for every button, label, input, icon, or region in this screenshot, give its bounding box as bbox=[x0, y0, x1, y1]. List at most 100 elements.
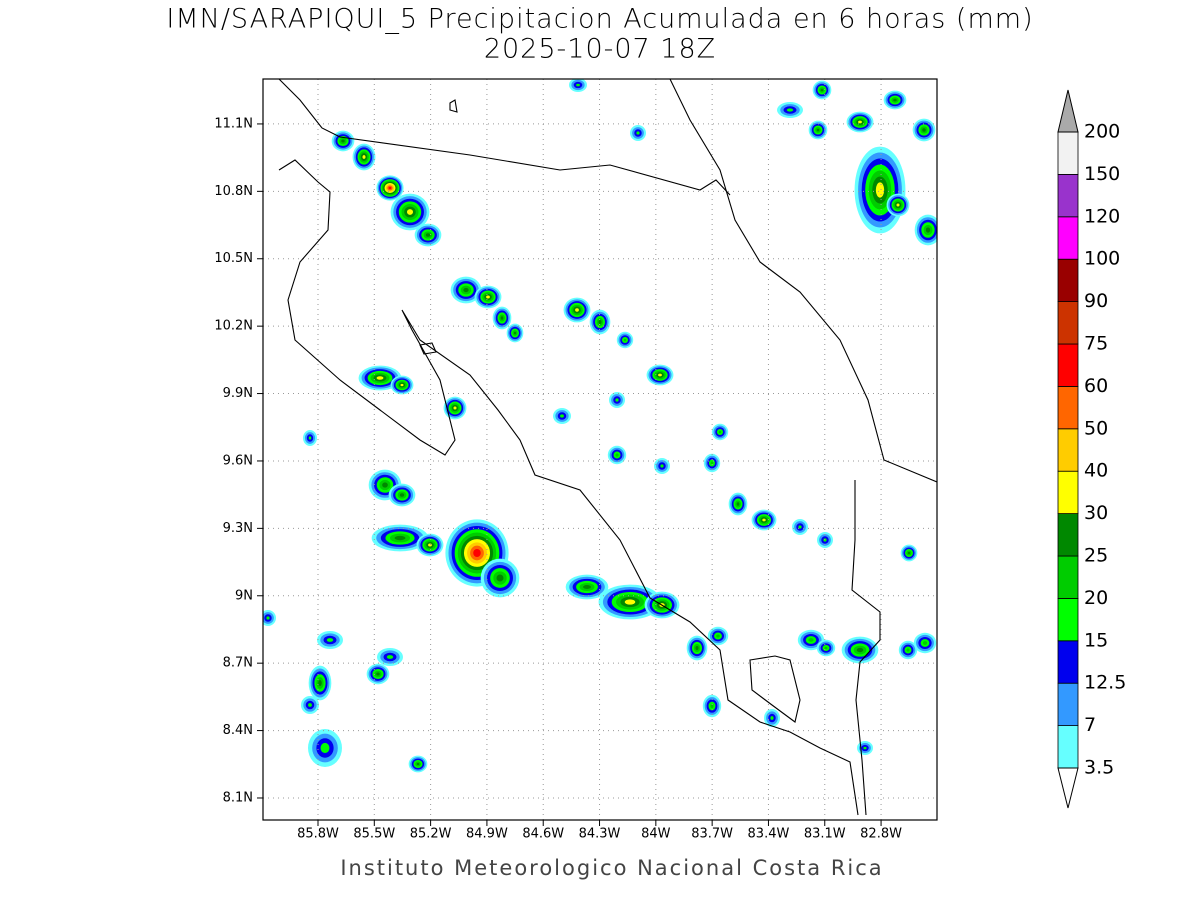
precip-contour bbox=[856, 647, 864, 653]
precip-contour bbox=[718, 430, 722, 434]
precip-contour bbox=[922, 128, 926, 132]
precip-contour bbox=[416, 762, 420, 766]
precip-contour bbox=[463, 287, 469, 293]
precip-contour bbox=[695, 646, 699, 650]
y-tick-label: 8.4N bbox=[223, 723, 253, 738]
x-tick-label: 85.2W bbox=[410, 827, 452, 842]
colorbar-label: 200 bbox=[1084, 121, 1120, 143]
precip-contour bbox=[486, 295, 490, 299]
subtitle: 2025-10-07 18Z bbox=[484, 34, 716, 65]
colorbar-segment bbox=[1057, 725, 1079, 769]
colorbar-over bbox=[1057, 89, 1079, 133]
colorbar-segment bbox=[1057, 470, 1079, 515]
precip-contour bbox=[615, 453, 619, 457]
x-tick-label: 83.4W bbox=[748, 827, 790, 842]
precip-contour bbox=[406, 209, 414, 215]
x-tick-label: 85.8W bbox=[297, 827, 339, 842]
coastline bbox=[419, 342, 437, 355]
colorbar: 3.5 7 12.5 15 20 25 30 40 50 60 75 90 100 120 150 200 bbox=[1057, 89, 1126, 809]
y-tick-label: 8.7N bbox=[223, 656, 253, 671]
coastline bbox=[278, 79, 731, 196]
precip-contour bbox=[906, 648, 910, 652]
colorbar-segment bbox=[1057, 682, 1079, 727]
precip-contour bbox=[382, 482, 388, 488]
y-tick-label: 9.3N bbox=[223, 521, 253, 536]
colorbar-label: 60 bbox=[1084, 375, 1108, 397]
precip-contour bbox=[716, 634, 720, 638]
precip-contour bbox=[624, 599, 636, 605]
precip-contour bbox=[318, 679, 322, 687]
colorbar-label: 90 bbox=[1084, 290, 1108, 312]
x-tick-label: 83.1W bbox=[804, 827, 846, 842]
x-tick-label: 84.9W bbox=[466, 827, 508, 842]
precip-contour bbox=[922, 641, 928, 645]
precip-contour bbox=[341, 139, 345, 143]
precip-contour bbox=[820, 88, 824, 92]
y-tick-label: 11.1N bbox=[214, 116, 253, 131]
colorbar-segment bbox=[1057, 555, 1079, 599]
precip-contour bbox=[308, 703, 312, 707]
title: IMN/SARAPIQUI_5 Precipitacion Acumulada … bbox=[166, 4, 1033, 35]
precip-contour bbox=[636, 131, 640, 135]
colorbar-label: 40 bbox=[1084, 460, 1108, 482]
precip-contour bbox=[362, 155, 366, 159]
precip-contour bbox=[266, 616, 270, 620]
y-tick-label: 10.5N bbox=[214, 251, 253, 266]
colorbar-label: 12.5 bbox=[1084, 672, 1126, 694]
precip-contour bbox=[386, 655, 394, 659]
colorbar-segment bbox=[1057, 513, 1079, 557]
precip-contour bbox=[710, 703, 714, 709]
y-tick-label: 10.8N bbox=[214, 184, 253, 199]
precip-contour bbox=[658, 373, 662, 377]
precip-contour bbox=[762, 518, 766, 522]
colorbar-label: 120 bbox=[1084, 205, 1120, 227]
precip-contour bbox=[399, 493, 405, 497]
colorbar-segment bbox=[1057, 640, 1079, 684]
precip-contour bbox=[893, 98, 897, 102]
precip-contour bbox=[326, 638, 334, 642]
colorbar-label: 50 bbox=[1084, 417, 1108, 439]
precip-contour bbox=[925, 227, 931, 233]
footer: Instituto Meteorologico Nacional Costa R… bbox=[340, 856, 883, 880]
coastline bbox=[449, 99, 458, 113]
colorbar-segment bbox=[1057, 216, 1079, 260]
precip-contour bbox=[394, 535, 406, 541]
y-tick-label: 10.2N bbox=[214, 319, 253, 334]
colorbar-segment bbox=[1057, 258, 1079, 303]
colorbar-label: 100 bbox=[1084, 248, 1120, 270]
precip-contour bbox=[598, 320, 602, 324]
precip-contour bbox=[615, 398, 619, 402]
coastline bbox=[749, 655, 801, 723]
precip-contour bbox=[858, 120, 862, 124]
colorbar-label: 75 bbox=[1084, 333, 1108, 355]
precip-contour bbox=[473, 548, 481, 558]
precip-contour bbox=[623, 338, 627, 342]
colorbar-segment bbox=[1057, 385, 1079, 430]
precip-contour bbox=[496, 574, 504, 582]
y-tick-label: 9.9N bbox=[223, 386, 253, 401]
x-tick-label: 82.8W bbox=[860, 827, 902, 842]
y-tick-label: 8.1N bbox=[223, 790, 253, 805]
precip-contour bbox=[907, 551, 911, 555]
x-tick-label: 85.5W bbox=[353, 827, 395, 842]
plot-frame bbox=[262, 78, 938, 821]
y-tick-label: 9.6N bbox=[223, 453, 253, 468]
precipitation-field bbox=[263, 79, 937, 773]
colorbar-segment bbox=[1057, 343, 1079, 387]
colorbar-segment bbox=[1057, 598, 1079, 642]
colorbar-label: 20 bbox=[1084, 587, 1108, 609]
precip-contour bbox=[320, 742, 330, 754]
precip-contour bbox=[560, 414, 564, 418]
grid: 85.8W 85.5W 85.2W 84.9W 84.6W 84.3W 84W 83.7W 83… bbox=[214, 79, 937, 842]
x-tick-label: 84.3W bbox=[579, 827, 621, 842]
precip-contour bbox=[863, 746, 867, 750]
precip-contour bbox=[660, 464, 664, 468]
precip-contour bbox=[786, 108, 794, 112]
precip-contour bbox=[400, 383, 404, 387]
coastline bbox=[669, 79, 937, 483]
precip-contour bbox=[875, 182, 885, 198]
colorbar-label: 3.5 bbox=[1084, 757, 1114, 779]
precip-contour bbox=[388, 186, 392, 190]
colorbar-segment bbox=[1057, 301, 1079, 345]
